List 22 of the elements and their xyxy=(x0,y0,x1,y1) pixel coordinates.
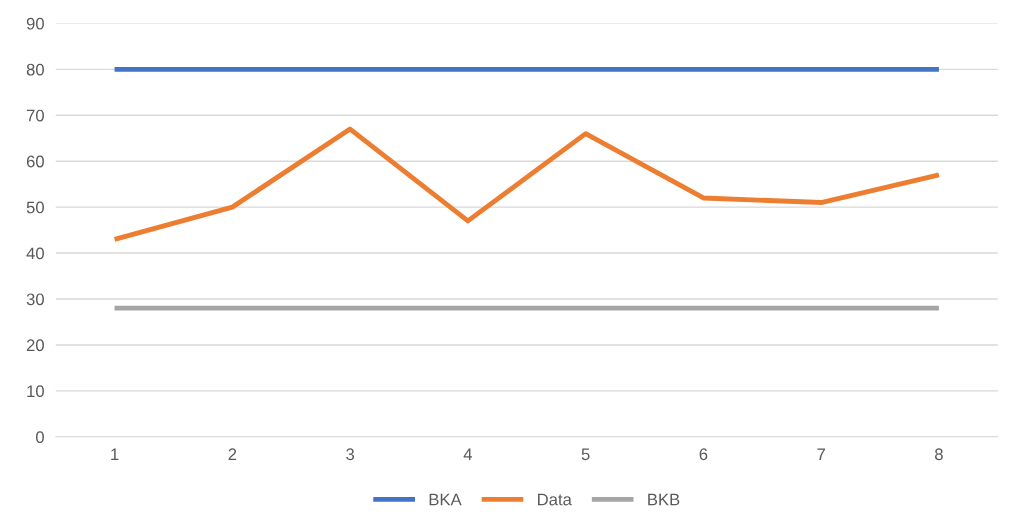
y-tick-label: 10 xyxy=(27,385,44,398)
x-tick-label: 1 xyxy=(111,448,119,460)
y-tick-label: 70 xyxy=(26,109,44,122)
x-tick-label: 6 xyxy=(699,448,708,461)
legend-label: Data xyxy=(538,493,572,506)
line-series xyxy=(112,126,942,242)
y-tick-label: 0 xyxy=(35,431,44,443)
y-tick-label: 40 xyxy=(26,247,44,260)
y-tick-label: 90 xyxy=(26,17,44,30)
x-tick-label: 2 xyxy=(228,448,237,460)
y-tick-label: 60 xyxy=(26,155,44,168)
y-tick-label: 50 xyxy=(26,201,44,214)
y-tick-label: 20 xyxy=(26,339,44,352)
y-tick-label: 30 xyxy=(26,293,44,306)
x-tick-label: 7 xyxy=(817,448,825,460)
x-tick-label: 8 xyxy=(935,448,943,461)
x-tick-label: 3 xyxy=(346,448,355,461)
x-tick-label: 4 xyxy=(463,448,473,460)
legend-label: BKB xyxy=(648,493,680,506)
x-tick-label: 5 xyxy=(581,448,590,461)
y-tick-label: 80 xyxy=(26,63,44,76)
legend-label: BKA xyxy=(429,493,462,506)
